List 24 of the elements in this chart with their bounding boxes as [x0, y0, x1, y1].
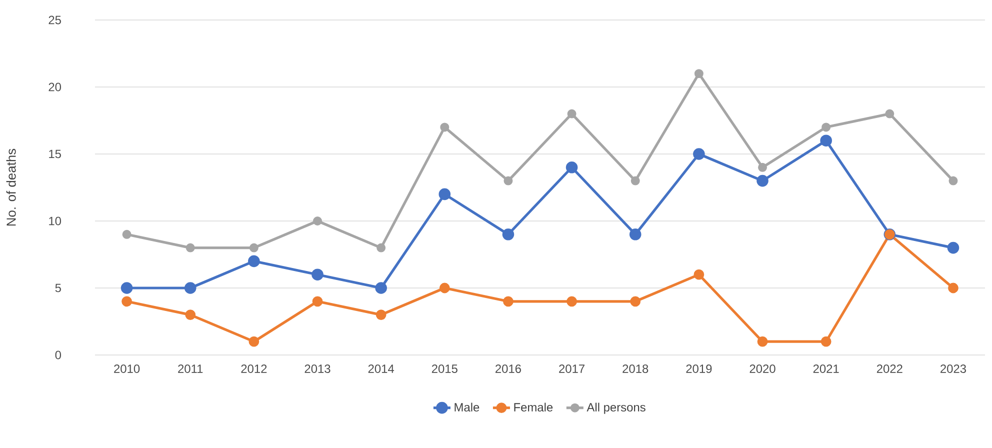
x-tick-label: 2019 [686, 364, 712, 373]
y-tick-label: 15 [49, 150, 61, 158]
y-axis-title: No. of deaths [6, 148, 16, 226]
legend-label: All persons [586, 402, 646, 414]
y-tick-label: 25 [48, 16, 61, 24]
x-tick-label: 2022 [876, 364, 902, 373]
x-tick-label: 2015 [432, 364, 458, 373]
y-tick-label: 20 [48, 82, 62, 92]
x-tick-label: 2010 [114, 364, 140, 373]
legend-label: Female [514, 402, 553, 412]
x-tick-label: 2012 [241, 364, 267, 373]
y-tick-label: 10 [49, 216, 62, 226]
y-tick-label: 5 [55, 284, 61, 292]
x-tick-label: 2023 [940, 364, 966, 373]
x-tick-label: 2017 [559, 364, 584, 373]
legend-label: Male [454, 402, 480, 412]
x-tick-label: 2020 [750, 364, 776, 373]
y-tick-label: 0 [55, 350, 62, 360]
x-tick-label: 2013 [304, 364, 330, 373]
x-tick-label: 2016 [496, 364, 521, 373]
x-tick-label: 2014 [368, 364, 394, 373]
x-tick-label: 2011 [178, 364, 203, 373]
x-tick-label: 2018 [622, 364, 648, 373]
x-tick-label: 2021 [813, 364, 839, 373]
